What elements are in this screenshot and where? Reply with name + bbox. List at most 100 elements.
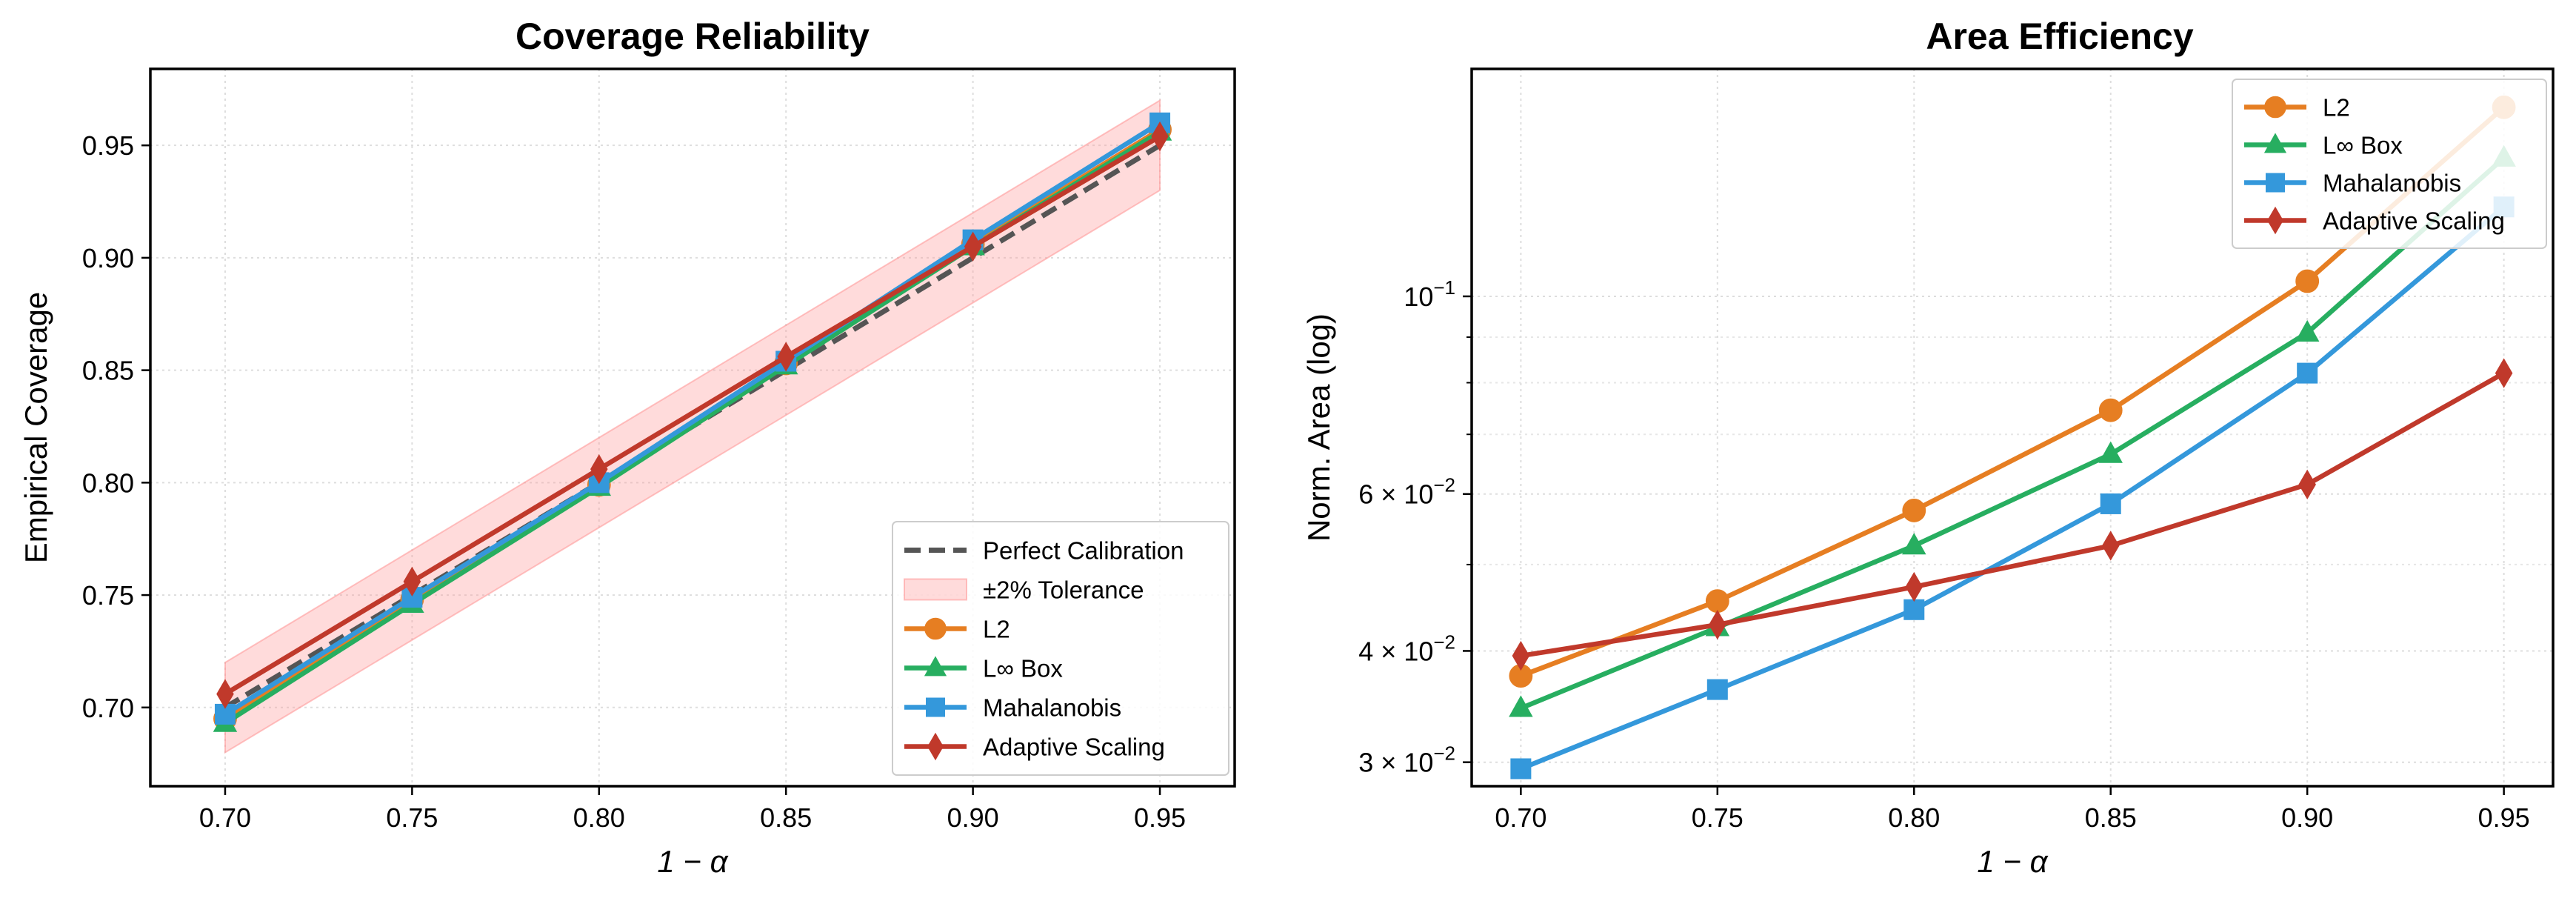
y-axis-label: Empirical Coverage bbox=[19, 292, 53, 563]
y-tick-label: 0.80 bbox=[82, 468, 134, 498]
x-axis-label: 1 − α bbox=[657, 844, 728, 879]
legend-item-perfect-calibration: Perfect Calibration bbox=[904, 537, 1184, 565]
series-adaptive-scaling bbox=[216, 121, 1169, 709]
y-tick-label: 0.70 bbox=[82, 693, 134, 723]
x-tick-label: 0.95 bbox=[2478, 802, 2530, 833]
y-tick-label: 10−1 bbox=[1404, 276, 1455, 312]
data-point bbox=[1903, 599, 1925, 620]
area-efficiency-chart: Area Efficiency 0.70 0.75 0.80 0.85 0.90 0.95… bbox=[1301, 16, 2555, 879]
data-point bbox=[2098, 441, 2123, 463]
y-tick-label: 0.75 bbox=[82, 580, 134, 611]
legend: L2 L∞ Box Mahalanobis Adaptive Scaling bbox=[2232, 79, 2547, 249]
legend-marker bbox=[2266, 173, 2285, 193]
series-line bbox=[1520, 370, 2506, 659]
series-line bbox=[1520, 156, 2506, 711]
legend-label: L∞ Box bbox=[983, 655, 1063, 682]
x-tick-label: 0.85 bbox=[760, 802, 812, 833]
data-point bbox=[2295, 269, 2320, 293]
tick-exponent: −1 bbox=[1433, 276, 1455, 299]
x-tick-label: 0.95 bbox=[1134, 802, 1186, 833]
data-point bbox=[1902, 499, 1926, 522]
plot-frame bbox=[149, 67, 1236, 788]
x-tick-label: 0.85 bbox=[2085, 802, 2137, 833]
tick-exponent: −2 bbox=[1433, 631, 1455, 653]
data-point bbox=[590, 453, 608, 485]
data-point bbox=[2297, 362, 2318, 384]
data-point bbox=[1902, 533, 1926, 555]
series-line bbox=[224, 134, 1161, 697]
y-tick-label: 4 × 10−2 bbox=[1358, 631, 1455, 666]
data-point bbox=[1510, 758, 1532, 780]
legend-label: Mahalanobis bbox=[2323, 170, 2461, 197]
x-tick-label: 0.75 bbox=[1692, 802, 1744, 833]
data-point bbox=[2100, 493, 2121, 514]
x-tick-label: 0.75 bbox=[386, 802, 438, 833]
legend-item-l-box: L∞ Box bbox=[2244, 132, 2403, 159]
legend-item-mahalanobis: Mahalanobis bbox=[2244, 170, 2461, 197]
y-tick-label: 0.90 bbox=[82, 243, 134, 273]
y-tick-label: 3 × 10−2 bbox=[1358, 742, 1455, 778]
data-point bbox=[1709, 609, 1726, 640]
data-point bbox=[1509, 695, 1533, 717]
tick-base: 4 × 10 bbox=[1358, 636, 1433, 666]
legend-marker bbox=[2267, 206, 2283, 235]
data-point bbox=[2295, 319, 2320, 342]
legend-box bbox=[2232, 79, 2547, 249]
y-axis-label: Norm. Area (log) bbox=[1301, 313, 1336, 542]
tick-base: 6 × 10 bbox=[1358, 479, 1433, 510]
data-point bbox=[2298, 469, 2316, 499]
data-point bbox=[1905, 571, 1923, 602]
data-point bbox=[1151, 121, 1169, 152]
x-tick-label: 0.80 bbox=[573, 802, 625, 833]
legend-label: Adaptive Scaling bbox=[2323, 207, 2505, 235]
chart-title: Area Efficiency bbox=[1926, 16, 2193, 57]
x-axis-label: 1 − α bbox=[1977, 844, 2048, 879]
legend-item-2-tolerance: ±2% Tolerance bbox=[904, 576, 1144, 604]
legend-label: Mahalanobis bbox=[983, 694, 1121, 722]
legend-marker bbox=[927, 732, 944, 761]
y-tick-label: 0.95 bbox=[82, 130, 134, 161]
tick-exponent: −2 bbox=[1433, 742, 1455, 765]
tick-exponent: −2 bbox=[1433, 474, 1455, 496]
series-mahalanobis bbox=[214, 112, 1171, 725]
x-tick-label: 0.90 bbox=[2281, 802, 2333, 833]
data-point bbox=[1706, 679, 1728, 700]
series-adaptive-scaling bbox=[1512, 358, 2513, 671]
tick-base: 3 × 10 bbox=[1358, 748, 1433, 778]
legend-item-adaptive-scaling: Adaptive Scaling bbox=[2244, 206, 2505, 235]
y-tick-label: 0.85 bbox=[82, 356, 134, 386]
legend-item-l2: L2 bbox=[2244, 94, 2350, 122]
data-point bbox=[403, 566, 421, 597]
series-line bbox=[224, 121, 1161, 717]
y-tick-label: 6 × 10−2 bbox=[1358, 474, 1455, 510]
legend-item-adaptive-scaling: Adaptive Scaling bbox=[904, 732, 1165, 761]
legend-label: L2 bbox=[983, 616, 1010, 643]
series-line bbox=[1520, 105, 2506, 679]
legend-label: Adaptive Scaling bbox=[983, 734, 1165, 761]
legend-marker bbox=[2264, 96, 2286, 119]
series-line bbox=[1520, 205, 2506, 771]
data-point bbox=[2101, 531, 2120, 561]
data-point bbox=[2098, 398, 2123, 422]
x-tick-label: 0.70 bbox=[1495, 802, 1546, 833]
chart-title: Coverage Reliability bbox=[515, 16, 870, 57]
legend-marker bbox=[924, 656, 947, 677]
legend-label: L∞ Box bbox=[2323, 132, 2403, 159]
legend: Perfect Calibration ±2% Tolerance L2 L∞ Box… bbox=[892, 521, 1229, 776]
data-point bbox=[777, 342, 795, 372]
legend-swatch bbox=[904, 578, 967, 601]
tick-layer: 0.70 0.75 0.80 0.85 0.90 0.953 × 10−24 × 10−2… bbox=[1358, 276, 2529, 833]
legend-label: L2 bbox=[2323, 94, 2350, 122]
tick-layer: 0.70 0.75 0.80 0.85 0.90 0.95 0.70 0.75 0.80 0.85… bbox=[82, 130, 1186, 833]
tick-base: 10 bbox=[1404, 282, 1433, 312]
data-point bbox=[2495, 358, 2513, 388]
coverage-reliability-chart: Coverage Reliability 0.70 0.75 0.80 0.85 0.9… bbox=[19, 16, 1236, 879]
legend-marker bbox=[2263, 133, 2287, 153]
legend-label: Perfect Calibration bbox=[983, 537, 1184, 565]
legend-label: ±2% Tolerance bbox=[983, 576, 1144, 604]
legend-marker bbox=[926, 697, 945, 717]
series-layer bbox=[213, 112, 1172, 732]
x-tick-label: 0.80 bbox=[1888, 802, 1940, 833]
data-point bbox=[1512, 640, 1530, 671]
